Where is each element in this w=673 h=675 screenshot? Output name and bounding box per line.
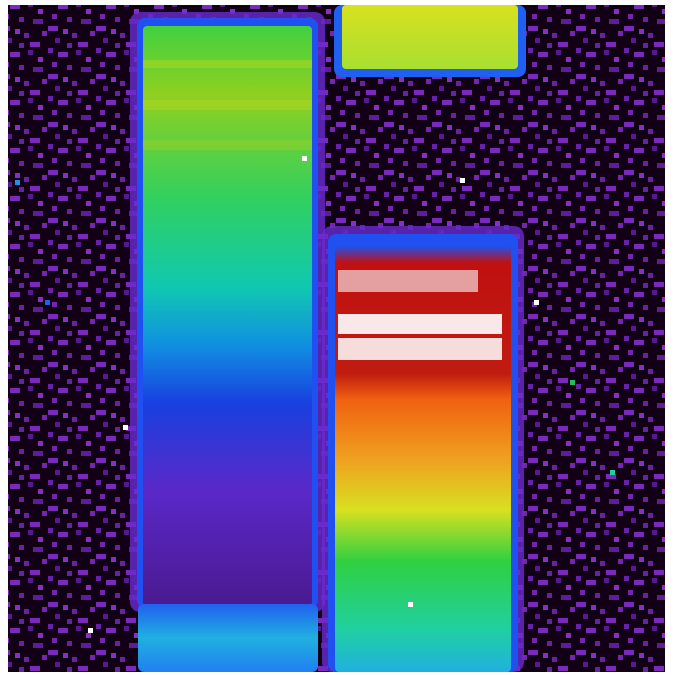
pixel: [534, 300, 539, 305]
pixel: [15, 180, 20, 185]
top-block: [342, 5, 518, 69]
image: [0, 0, 673, 675]
bottom-block: [138, 604, 318, 672]
saturated-row: [338, 314, 502, 334]
band-stripe: [143, 60, 312, 68]
pixel: [408, 602, 413, 607]
band-stripe: [143, 140, 312, 150]
pixel: [302, 156, 307, 161]
saturated-row: [338, 270, 478, 292]
pixel: [460, 178, 465, 183]
pixel: [570, 380, 575, 385]
pixel: [88, 628, 93, 633]
saturated-row: [338, 338, 502, 360]
right-band: [335, 246, 511, 672]
page: [0, 0, 673, 675]
band-stripe: [143, 100, 312, 110]
pixel: [45, 300, 50, 305]
pixel: [610, 470, 615, 475]
left-band: [143, 26, 312, 606]
pixel: [123, 425, 128, 430]
